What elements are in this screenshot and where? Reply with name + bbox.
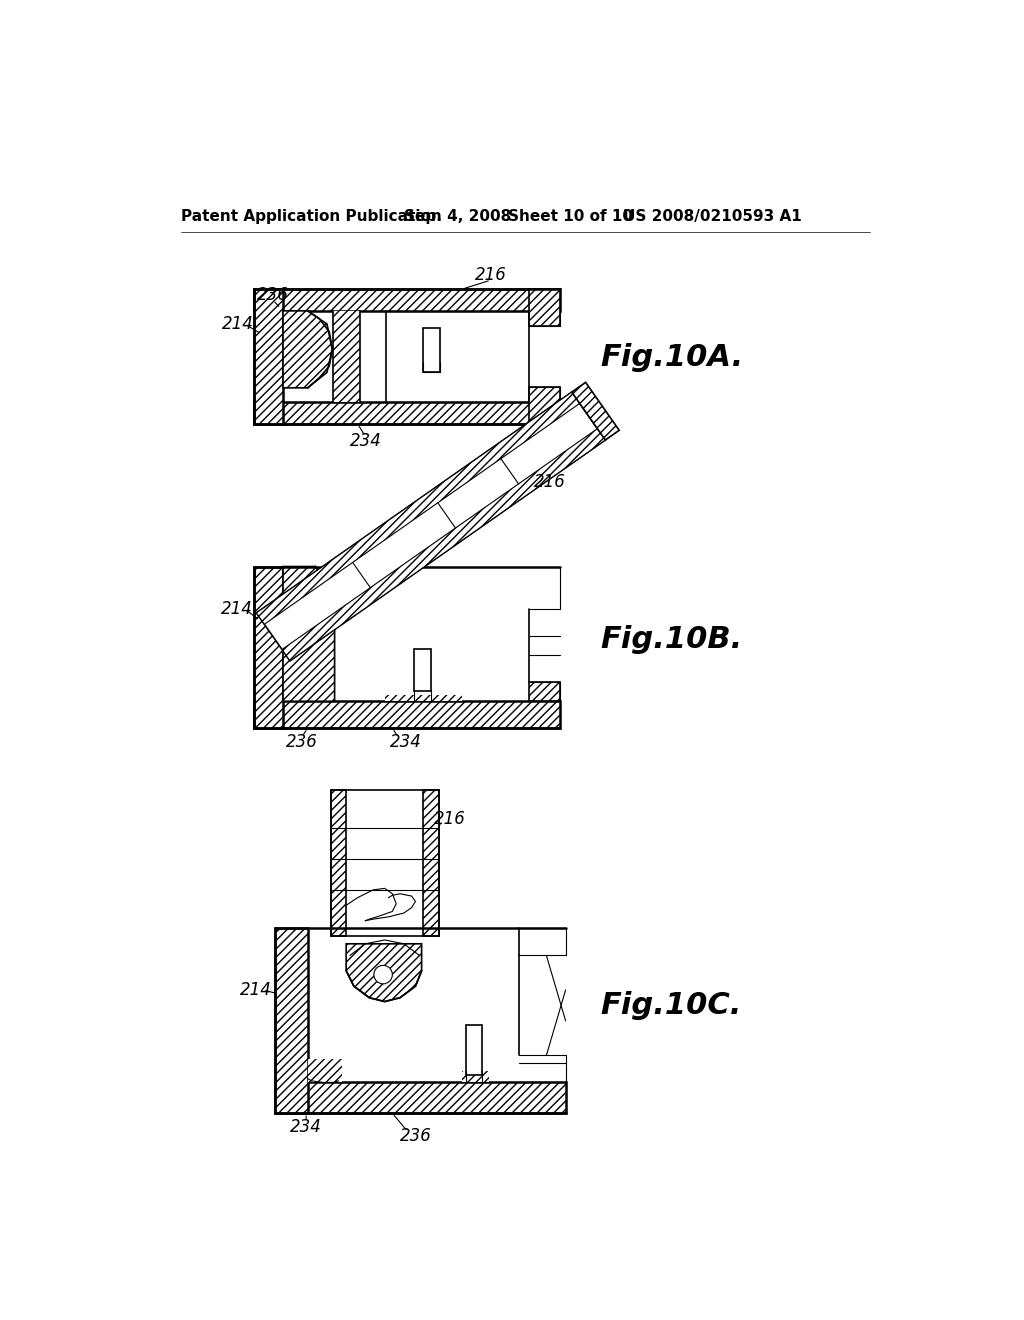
Text: Patent Application Publication: Patent Application Publication bbox=[180, 209, 441, 223]
Bar bbox=[275, 1082, 565, 1113]
Bar bbox=[254, 701, 560, 729]
Text: 234: 234 bbox=[390, 733, 422, 751]
Circle shape bbox=[374, 965, 392, 983]
Bar bbox=[275, 928, 307, 1113]
Text: 214: 214 bbox=[221, 599, 253, 618]
Text: Fig.10A.: Fig.10A. bbox=[600, 343, 743, 371]
Bar bbox=[254, 566, 283, 729]
Bar bbox=[423, 789, 438, 936]
Bar bbox=[529, 289, 560, 326]
Bar bbox=[307, 1059, 342, 1082]
Text: 214: 214 bbox=[222, 315, 254, 333]
Text: 216: 216 bbox=[475, 267, 507, 284]
Bar bbox=[529, 682, 560, 701]
Text: 236: 236 bbox=[286, 733, 317, 751]
Text: 216: 216 bbox=[535, 473, 566, 491]
Text: US 2008/0210593 A1: US 2008/0210593 A1 bbox=[624, 209, 802, 223]
Text: 236: 236 bbox=[399, 1127, 431, 1146]
Polygon shape bbox=[283, 312, 333, 388]
Bar bbox=[462, 1071, 488, 1082]
Text: 234: 234 bbox=[349, 432, 381, 450]
Bar bbox=[529, 387, 560, 424]
Text: Sheet 10 of 10: Sheet 10 of 10 bbox=[508, 209, 633, 223]
Bar bbox=[283, 312, 560, 403]
Text: 214: 214 bbox=[241, 981, 272, 999]
Polygon shape bbox=[282, 429, 605, 661]
Bar bbox=[466, 1024, 482, 1074]
Text: Fig.10B.: Fig.10B. bbox=[600, 626, 742, 655]
Bar bbox=[385, 696, 462, 701]
Polygon shape bbox=[256, 392, 605, 661]
Polygon shape bbox=[571, 383, 620, 440]
Bar bbox=[333, 312, 360, 403]
Bar bbox=[331, 789, 346, 936]
Polygon shape bbox=[346, 944, 422, 1002]
Text: Sep. 4, 2008: Sep. 4, 2008 bbox=[403, 209, 511, 223]
Text: 216: 216 bbox=[434, 810, 466, 828]
Polygon shape bbox=[283, 566, 335, 701]
Bar bbox=[346, 789, 423, 936]
Text: 236: 236 bbox=[257, 286, 289, 305]
Bar bbox=[414, 649, 431, 692]
Text: Fig.10C.: Fig.10C. bbox=[600, 991, 741, 1020]
Bar bbox=[254, 403, 560, 424]
Bar bbox=[283, 566, 560, 701]
Polygon shape bbox=[256, 392, 580, 624]
Bar bbox=[423, 327, 440, 372]
Text: 234: 234 bbox=[290, 1118, 323, 1137]
Bar bbox=[307, 928, 565, 1082]
Bar bbox=[254, 289, 283, 424]
Bar bbox=[254, 289, 560, 312]
